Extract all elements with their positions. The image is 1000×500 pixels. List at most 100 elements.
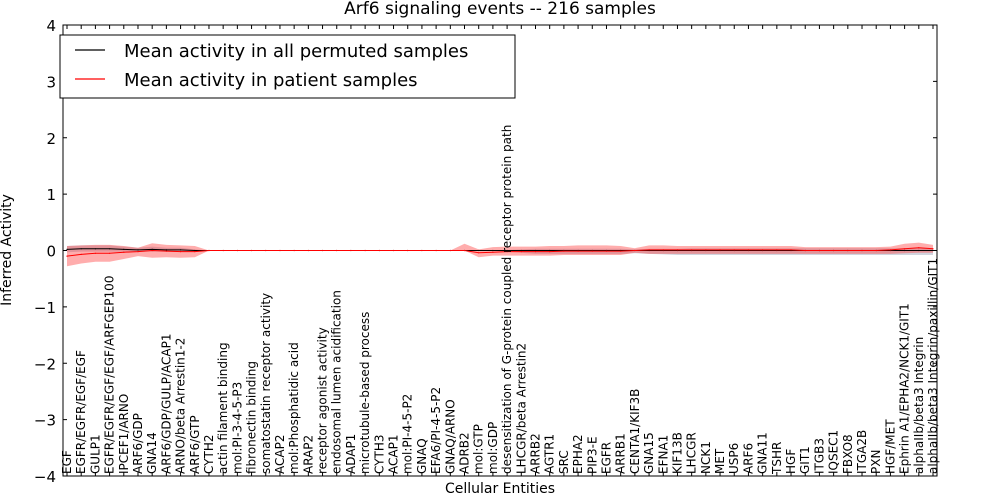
x-tick-label: ACAP2 — [273, 435, 287, 474]
point-series-1 — [520, 251, 522, 253]
point-series-1 — [463, 249, 466, 252]
x-tick-label: ARF6/GDP — [131, 413, 145, 474]
point-series-1 — [648, 249, 650, 251]
x-tick-label: AGTR1 — [543, 434, 557, 474]
x-tick-label: ARRB1 — [614, 433, 628, 474]
point-series-1 — [208, 249, 210, 252]
x-tick-label: CENTA1/KIF3B — [628, 389, 642, 474]
point-series-1 — [563, 250, 565, 252]
point-series-0 — [123, 248, 125, 250]
y-tick-label: 3 — [46, 73, 56, 91]
point-series-1 — [818, 249, 821, 252]
point-series-0 — [180, 249, 182, 251]
point-series-1 — [265, 249, 267, 252]
point-series-1 — [321, 249, 324, 252]
point-series-1 — [180, 251, 182, 253]
line-series-1 — [66, 247, 934, 257]
x-tick-label: FBXO8 — [841, 434, 855, 474]
point-series-0 — [534, 249, 537, 252]
x-tick-label: TSHR — [770, 442, 784, 475]
point-series-1 — [293, 249, 295, 252]
series-lines — [66, 247, 934, 257]
point-series-1 — [861, 249, 863, 252]
point-series-1 — [634, 249, 636, 252]
point-series-1 — [94, 252, 96, 254]
x-tick-label: ITGA2B — [855, 430, 869, 474]
point-series-1 — [776, 249, 778, 251]
x-tick-label: GNA14 — [145, 432, 159, 474]
legend-frame — [59, 34, 516, 99]
x-tick-label: ADRB2 — [458, 432, 472, 474]
x-tick-label: mol:PI-3-4-5-P3 — [230, 382, 244, 474]
point-series-1 — [236, 249, 238, 252]
x-tick-label: GULP1 — [88, 434, 102, 474]
point-series-1 — [918, 247, 920, 249]
x-tick-label: ARAP2 — [301, 435, 315, 474]
point-series-1 — [790, 249, 792, 251]
point-series-1 — [364, 249, 366, 252]
point-series-0 — [94, 248, 96, 250]
point-series-1 — [932, 248, 934, 250]
x-tick-label: IPCEF1/ARNO — [117, 394, 131, 474]
x-tick-label: HGF — [784, 449, 798, 474]
x-tick-label: EFA6/PI-4-5-P2 — [429, 387, 443, 474]
x-tick-label: mol:PI-4-5-P2 — [401, 394, 415, 474]
x-tick-label: alphaIIb/beta3 Integrin/paxillin/GIT1 — [926, 258, 940, 474]
point-series-1 — [336, 249, 338, 252]
point-series-1 — [705, 249, 707, 251]
x-tick-label: alphaIIb/beta3 Integrin — [912, 337, 926, 474]
point-series-0 — [520, 249, 522, 252]
point-series-1 — [151, 249, 153, 252]
point-series-0 — [165, 249, 167, 251]
x-tick-label: GNAQ/ARNO — [443, 399, 457, 474]
point-series-1 — [109, 252, 111, 254]
y-tick-label: −2 — [34, 355, 56, 373]
point-series-1 — [733, 249, 735, 251]
x-tick-label: NCK1 — [699, 441, 713, 474]
x-axis-label: Cellular Entities — [445, 481, 555, 497]
x-tick-label: LHCGR/beta Arrestin2 — [514, 343, 528, 474]
point-series-1 — [747, 249, 750, 251]
y-tick-label: 2 — [46, 130, 56, 148]
point-series-1 — [350, 249, 352, 252]
point-series-1 — [378, 249, 380, 252]
y-tick-label: 4 — [46, 17, 56, 35]
point-series-1 — [80, 253, 82, 255]
point-series-1 — [421, 249, 423, 252]
x-tick-label: GNA15 — [642, 432, 656, 474]
y-tick-label: 0 — [46, 243, 56, 261]
x-tick-label: GNA11 — [756, 432, 770, 474]
point-series-0 — [80, 248, 82, 250]
x-tick-label: ITGB3 — [812, 438, 826, 474]
x-tick-label: GNAQ — [415, 438, 429, 474]
point-series-1 — [279, 249, 281, 252]
x-tick-label: ARF6 — [741, 443, 755, 474]
x-tick-label: PXN — [869, 450, 883, 474]
chart-title: Arf6 signaling events -- 216 samples — [344, 0, 656, 19]
point-series-0 — [549, 249, 551, 252]
point-series-1 — [407, 249, 409, 252]
point-series-1 — [165, 250, 167, 252]
x-tick-label: HGF/MET — [883, 419, 897, 474]
point-series-0 — [492, 249, 494, 252]
point-series-1 — [847, 249, 849, 252]
y-tick-label: 1 — [46, 186, 56, 204]
point-series-1 — [591, 250, 593, 252]
point-series-1 — [804, 249, 806, 252]
x-tick-label: MET — [713, 448, 727, 474]
x-tick-label: ACAP1 — [387, 435, 401, 474]
x-tick-label: LHCGR — [685, 432, 699, 474]
x-tick-label: ARNO/beta Arrestin1-2 — [174, 338, 188, 474]
x-tick-label: actin filament binding — [216, 342, 230, 474]
point-series-0 — [506, 249, 508, 252]
x-tick-label: EGF — [60, 450, 74, 474]
y-tick-label: −3 — [34, 412, 56, 430]
point-series-1 — [449, 249, 451, 252]
x-tick-label: microtubule-based process — [358, 312, 372, 474]
point-series-1 — [662, 249, 664, 251]
point-series-1 — [506, 251, 508, 253]
x-tick-label: KIF13B — [671, 432, 685, 474]
point-series-1 — [833, 249, 835, 252]
x-tick-label: desensitization of G-protein coupled rec… — [500, 125, 514, 474]
